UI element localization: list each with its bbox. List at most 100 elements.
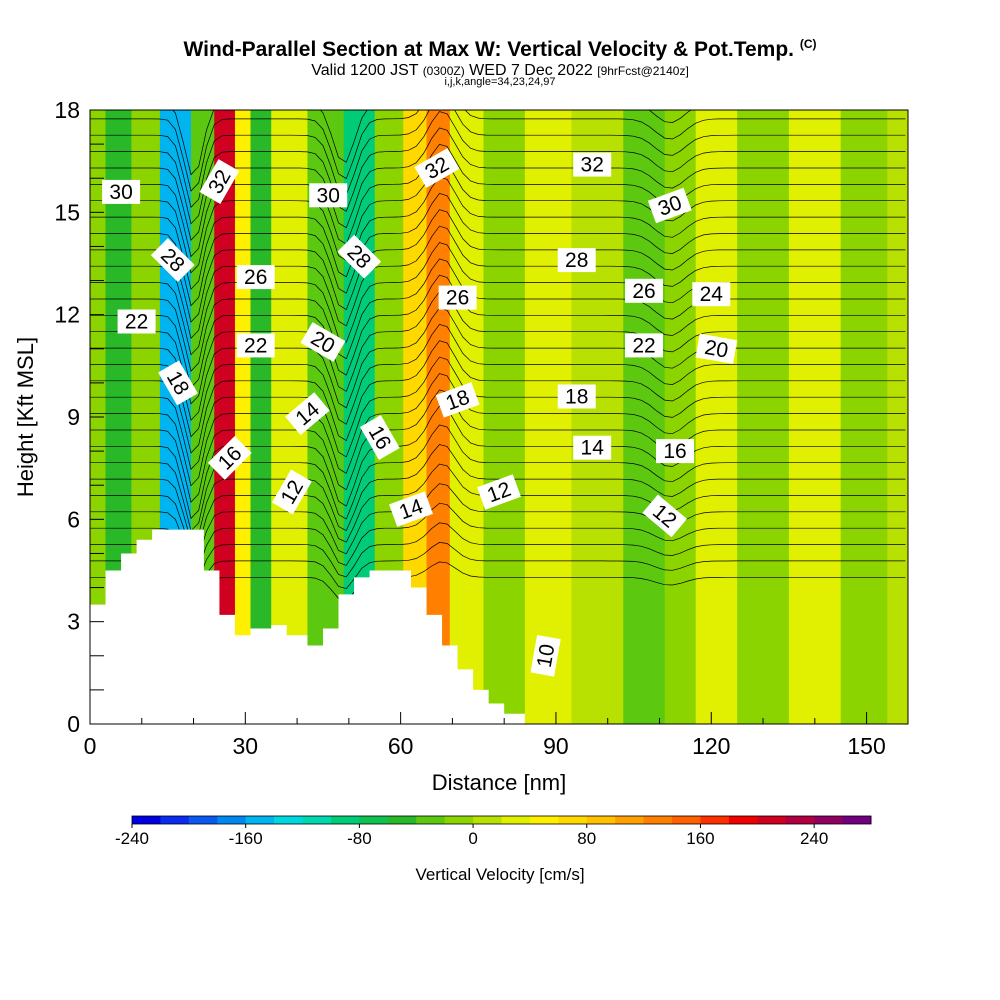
theta-contour [90,291,906,405]
theta-label: 14 [573,435,612,460]
theta-label-box [625,278,663,303]
theta-label: 26 [438,285,477,310]
theta-label-box [199,159,240,205]
theta-label-box [530,635,561,677]
theta-label: 30 [102,179,141,204]
colorbar-tick-label: -240 [115,829,149,848]
axes: 0 30 60 90 120 150 0 3 6 9 12 15 18 [54,97,909,759]
velocity-band [788,110,842,724]
theta-label: 26 [236,265,275,290]
theta-contour [90,274,906,389]
valid-prefix: Valid 1200 JST [311,62,419,79]
theta-label-box [117,309,156,334]
colorbar-swatch [359,816,389,824]
valid-utc: (0300Z) [422,64,465,78]
velocity-band [483,110,526,724]
theta-label: 30 [309,183,348,208]
velocity-band [571,110,624,724]
colorbar-swatch [643,816,673,824]
colorbar-swatch [757,816,787,824]
chart-title: Wind-Parallel Section at Max W: Vertical… [0,37,1000,62]
theta-contour [90,522,906,585]
velocity-band [250,110,272,724]
colorbar-swatch [274,816,304,824]
colorbar-swatch [728,816,758,824]
theta-label-box [435,382,480,418]
theta-contour [90,542,906,595]
colorbar-tick-label: 160 [686,829,714,848]
theta-label-box [285,392,330,436]
colorbar-tick-label: 80 [577,829,596,848]
theta-label-text: 20 [703,336,730,363]
copyright-mark: (C) [799,37,817,51]
theta-label-box [150,238,195,283]
colorbar-swatch [529,816,559,824]
theta-label-box [389,491,433,527]
theta-label: 22 [117,309,156,334]
theta-label-box [642,494,687,538]
colorbar-swatch [814,816,844,824]
terrain [90,529,525,724]
chart-title-text: Wind-Parallel Section at Max W: Vertical… [183,38,794,61]
theta-label: 10 [530,635,561,677]
theta-label-text: 30 [109,181,132,204]
velocity-band [214,110,236,724]
colorbar-swatch [188,816,218,824]
theta-contour [90,110,906,209]
theta-label-box [272,469,312,515]
colorbar-tick-label: -160 [229,829,263,848]
colorbar-tick-label: -80 [347,829,372,848]
theta-label-text: 10 [533,642,560,669]
theta-label: 28 [150,238,195,283]
theta-contour [90,323,906,438]
colorbar-swatch [302,816,332,824]
theta-label-text: 22 [632,334,655,357]
theta-label-box [236,265,275,290]
theta-label-box [300,322,346,362]
theta-label-box [158,360,198,406]
theta-label: 22 [625,333,663,358]
theta-label-box [573,152,612,177]
x-tick-label: 150 [847,733,885,759]
theta-label-box [438,285,477,310]
y-tick-label: 15 [54,199,80,225]
y-tick-label: 0 [67,711,80,737]
theta-label: 26 [625,278,663,303]
theta-contour [90,483,906,564]
theta-label-text: 22 [244,334,267,357]
colorbar-swatch [700,816,730,824]
theta-contour [90,176,906,290]
colorbar-swatch [132,816,161,824]
theta-contour [90,192,906,307]
theta-contour [90,356,906,471]
forecast-info: [9hrFcst@2140z] [597,64,689,78]
theta-label-box [692,282,731,307]
x-tick-label: 90 [543,733,569,759]
theta-label-box [102,179,141,204]
theta-contour [90,258,906,372]
theta-label: 24 [692,282,731,307]
colorbar-swatch [160,816,190,824]
theta-contour [90,340,906,454]
valid-time-line: Valid 1200 JST (0300Z) WED 7 Dec 2022 [9… [0,62,1000,80]
theta-label-text: 24 [700,283,724,306]
velocity-band [887,110,908,724]
theta-label-box [414,148,460,188]
theta-label-text: 26 [446,287,469,310]
velocity-band [234,110,252,724]
theta-label-box [695,333,738,364]
colorbar-swatch [473,816,502,824]
theta-contour [90,502,906,574]
velocity-band [449,110,485,724]
theta-label-text: 26 [244,266,267,289]
colorbar-swatch [785,816,815,824]
theta-label-box [236,333,275,358]
colorbar-swatch [444,816,474,824]
theta-label-text: 22 [125,311,148,334]
theta-contour [90,110,906,192]
velocity-band [524,110,573,724]
colorbar: -240 -160 -80 0 80 160 240 [115,815,872,848]
theta-label-box [647,187,692,224]
colorbar-swatch [672,816,701,824]
